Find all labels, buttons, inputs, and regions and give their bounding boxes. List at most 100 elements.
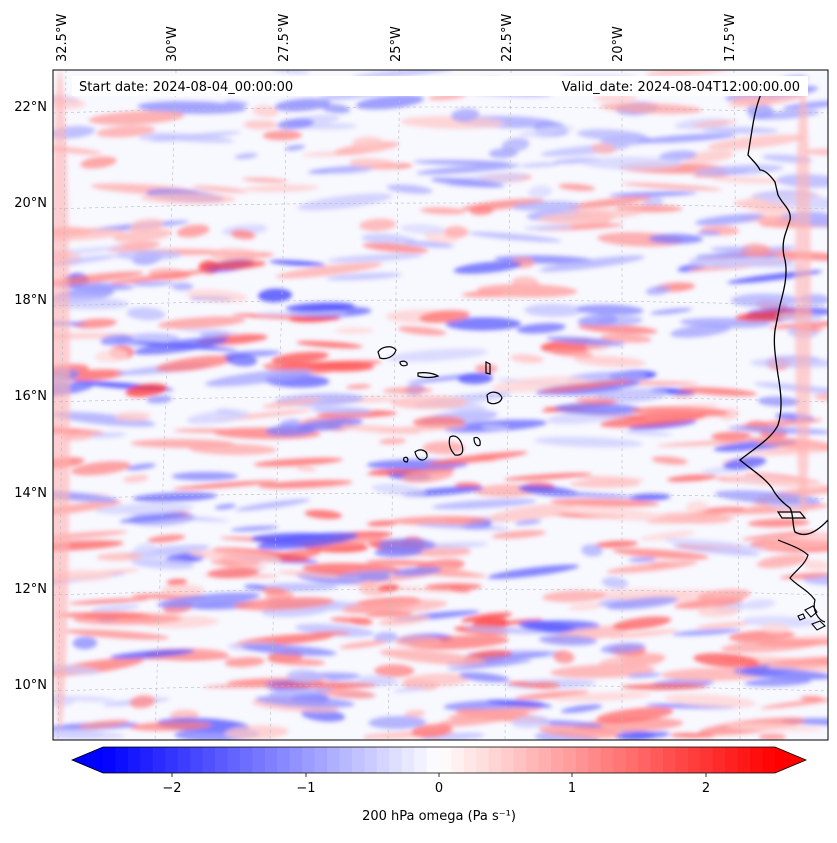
omega-streak xyxy=(491,530,546,539)
omega-streak xyxy=(746,103,774,118)
colorbar-segment xyxy=(127,747,141,773)
omega-streak xyxy=(166,578,188,586)
colorbar-segment xyxy=(190,747,204,773)
omega-streak xyxy=(373,631,398,643)
meridian-line xyxy=(733,70,741,740)
omega-streak xyxy=(510,354,544,364)
colorbar-segment xyxy=(289,747,303,773)
colorbar: −2 −1 0 1 2 200 hPa omega (Pa s⁻¹) xyxy=(70,746,808,824)
omega-streak xyxy=(95,348,129,363)
lon-label-25w: 25°W xyxy=(389,26,404,62)
lon-label-30w: 30°W xyxy=(165,26,180,62)
omega-streak xyxy=(53,500,122,516)
omega-streak xyxy=(71,461,131,476)
omega-streak xyxy=(463,626,545,635)
omega-streak xyxy=(538,720,603,728)
colorbar-segment xyxy=(239,747,253,773)
colorbar-segment xyxy=(663,747,677,773)
omega-streak xyxy=(371,483,426,496)
omega-streak xyxy=(224,657,265,668)
colorbar-segment xyxy=(712,747,726,773)
omega-streak xyxy=(540,379,633,393)
longitude-labels: 32.5°W 30°W 27.5°W 25°W 22.5°W 20°W 17.5… xyxy=(55,14,738,62)
colorbar-segment xyxy=(488,747,502,773)
santo-antao-island xyxy=(377,346,397,360)
omega-streak xyxy=(628,493,671,501)
lat-label-14n: 14°N xyxy=(14,486,47,501)
omega-streak xyxy=(447,659,532,671)
omega-streak xyxy=(413,159,511,166)
omega-streak xyxy=(341,599,448,615)
omega-streak xyxy=(96,125,156,138)
graticule xyxy=(53,70,828,740)
omega-streak xyxy=(53,729,125,740)
lon-label-27-5w: 27.5°W xyxy=(277,14,292,62)
omega-streak xyxy=(422,541,489,549)
colorbar-segment xyxy=(638,747,652,773)
omega-streak xyxy=(243,120,278,130)
omega-streak xyxy=(205,368,313,387)
colorbar-segment xyxy=(762,747,776,773)
omega-streak xyxy=(133,337,229,355)
colorbar-segment xyxy=(227,747,241,773)
omega-streak xyxy=(214,503,237,510)
omega-streak xyxy=(524,303,584,317)
omega-streak xyxy=(72,636,98,650)
omega-streak xyxy=(426,451,528,466)
omega-streak xyxy=(416,163,520,175)
omega-streak xyxy=(645,285,671,296)
omega-streak xyxy=(321,103,351,114)
omega-streak xyxy=(609,191,697,198)
omega-streak xyxy=(172,480,278,490)
omega-streak xyxy=(695,621,752,630)
omega-streak xyxy=(53,411,156,427)
omega-streak xyxy=(607,629,679,639)
omega-streak xyxy=(258,288,293,303)
omega-streak xyxy=(693,653,760,668)
omega-streak xyxy=(201,260,266,270)
omega-streak xyxy=(231,314,342,320)
omega-streak xyxy=(582,156,683,170)
omega-streak xyxy=(366,520,398,527)
omega-streak xyxy=(550,664,656,679)
colorbar-tick-label: −1 xyxy=(296,781,315,796)
colorbar-segment xyxy=(725,747,739,773)
omega-streak xyxy=(73,318,117,329)
omega-streak xyxy=(612,616,672,630)
omega-streak xyxy=(469,206,494,216)
omega-streak xyxy=(131,281,174,287)
colorbar-segment xyxy=(551,747,565,773)
omega-streak xyxy=(119,513,187,523)
omega-streak xyxy=(664,693,756,708)
omega-streak xyxy=(271,351,329,364)
colorbar-segment xyxy=(687,747,701,773)
omega-streak xyxy=(422,441,466,455)
omega-streak xyxy=(565,505,671,522)
omega-streak xyxy=(297,193,393,211)
parallel-line xyxy=(53,299,828,307)
parallel-line xyxy=(53,395,828,403)
colorbar-segment xyxy=(513,747,527,773)
colorbar-segment xyxy=(165,747,179,773)
meridian-line xyxy=(57,70,67,740)
omega-streak xyxy=(186,409,250,425)
omega-streak xyxy=(760,698,828,709)
omega-streak xyxy=(275,360,382,370)
omega-streak xyxy=(511,276,540,291)
omega-streak xyxy=(637,133,736,144)
omega-streak xyxy=(258,479,353,489)
omega-streak xyxy=(420,207,466,215)
colorbar-segment xyxy=(152,747,166,773)
omega-streak xyxy=(516,323,566,334)
omega-streak xyxy=(598,653,666,669)
omega-streak xyxy=(596,707,674,724)
omega-streak xyxy=(757,215,798,228)
omega-streak xyxy=(132,492,218,503)
lon-label-32-5w: 32.5°W xyxy=(55,14,70,62)
colorbar-outline xyxy=(70,746,808,774)
colorbar-segment xyxy=(675,747,689,773)
omega-streak xyxy=(627,672,662,678)
omega-streak xyxy=(511,715,550,729)
omega-streak xyxy=(710,246,752,252)
omega-streak xyxy=(568,602,603,611)
